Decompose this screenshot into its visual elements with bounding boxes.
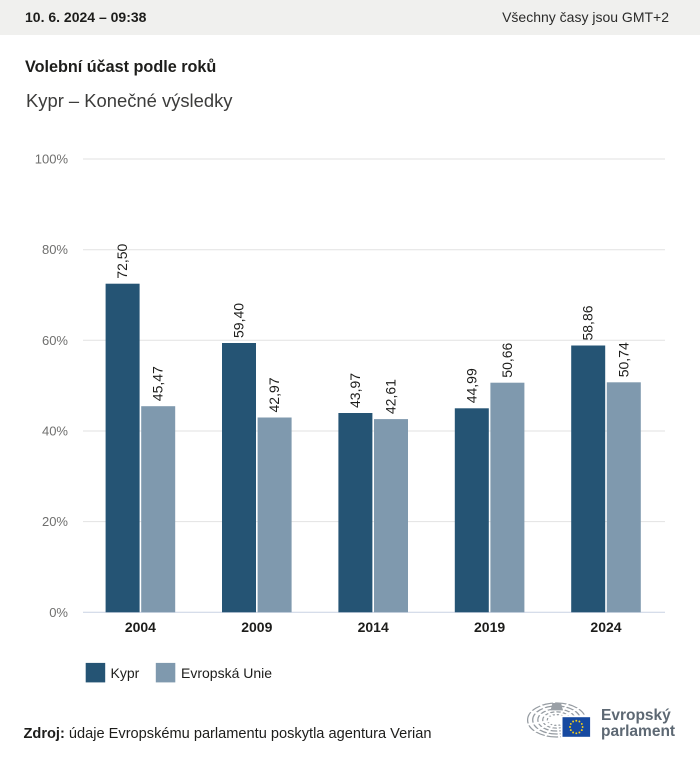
svg-text:20%: 20% — [42, 514, 68, 529]
svg-text:43,97: 43,97 — [347, 373, 363, 408]
svg-text:45,47: 45,47 — [150, 366, 166, 401]
svg-text:2019: 2019 — [474, 619, 505, 635]
svg-text:Zdroj: údaje Evropskému parlam: Zdroj: údaje Evropskému parlamentu posky… — [24, 726, 432, 742]
svg-text:Evropská Unie: Evropská Unie — [181, 665, 272, 681]
svg-text:50,66: 50,66 — [499, 342, 515, 377]
svg-text:42,97: 42,97 — [266, 377, 282, 412]
svg-text:60%: 60% — [42, 333, 68, 348]
svg-text:parlament: parlament — [601, 723, 675, 740]
svg-text:2009: 2009 — [241, 619, 272, 635]
svg-text:59,40: 59,40 — [231, 303, 247, 338]
svg-text:72,50: 72,50 — [114, 243, 130, 278]
svg-text:2004: 2004 — [125, 619, 156, 635]
svg-text:0%: 0% — [49, 605, 68, 620]
svg-text:40%: 40% — [42, 424, 68, 439]
svg-text:80%: 80% — [42, 242, 68, 257]
svg-text:2024: 2024 — [590, 619, 621, 635]
svg-text:50,74: 50,74 — [615, 342, 631, 377]
svg-text:44,99: 44,99 — [463, 368, 479, 403]
svg-text:Kypr: Kypr — [111, 665, 140, 681]
svg-text:58,86: 58,86 — [580, 305, 596, 340]
svg-text:Evropský: Evropský — [601, 707, 671, 724]
svg-text:2014: 2014 — [358, 619, 389, 635]
svg-text:42,61: 42,61 — [383, 379, 399, 414]
svg-text:100%: 100% — [35, 152, 69, 167]
